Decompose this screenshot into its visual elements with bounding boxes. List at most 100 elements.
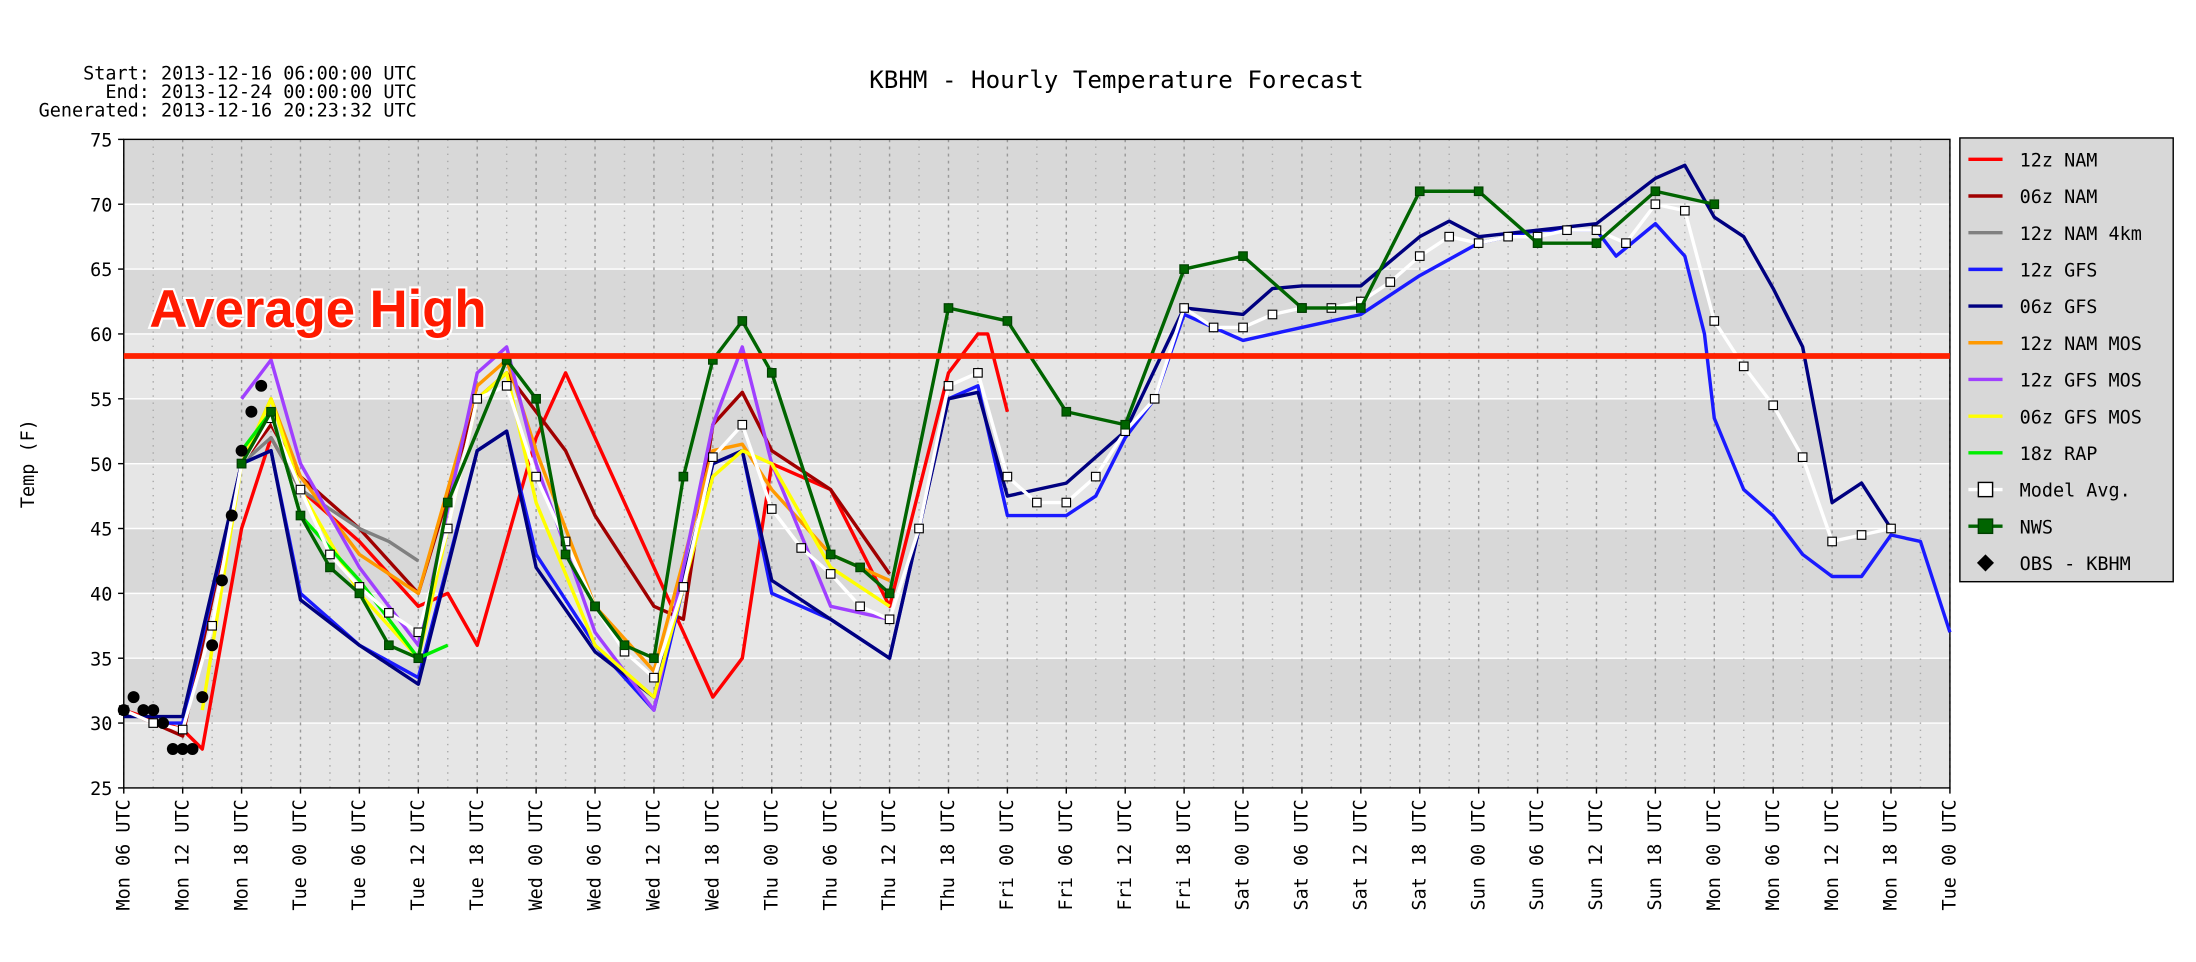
- point: [825, 569, 836, 579]
- point: [619, 640, 630, 651]
- series: [123, 163, 1893, 719]
- point: [148, 718, 159, 728]
- y-tick-label: 50: [90, 455, 112, 476]
- series: [240, 345, 890, 712]
- point: [1356, 303, 1366, 313]
- y-tick-label: 60: [90, 325, 112, 346]
- point: [1797, 452, 1808, 462]
- series-line: [123, 371, 891, 738]
- x-tick-label: Thu 18 UTC: [938, 799, 959, 910]
- point: [1267, 309, 1278, 320]
- x-tick-label: Tue 00 UTC: [290, 799, 311, 910]
- legend: 12z NAM 06z NAM 12z NAM 4km 12z GFS 06z GFS 1…: [1959, 137, 2174, 583]
- x-tick-label: Tue 00 UTC: [1940, 799, 1961, 910]
- end-text: End: 2013-12-24 00:00:00 UTC: [105, 82, 416, 103]
- legend-label: 12z NAM: [2020, 150, 2098, 171]
- x-tick-label: Sat 12 UTC: [1351, 799, 1372, 910]
- point: [943, 303, 954, 313]
- point: [206, 639, 219, 652]
- point: [1709, 316, 1720, 326]
- point: [1238, 322, 1248, 333]
- x-tick-label: Tue 12 UTC: [408, 799, 429, 910]
- point: [354, 588, 365, 599]
- point: [1149, 393, 1160, 404]
- point: [1503, 231, 1513, 242]
- legend-label: OBS - KBHM: [2020, 554, 2131, 575]
- series-line: [123, 332, 1010, 751]
- y-tick-label: 45: [90, 520, 112, 541]
- y-tick-label: 35: [90, 649, 112, 670]
- plot-frame: [123, 138, 1951, 789]
- point: [1562, 225, 1572, 236]
- point: [196, 691, 209, 704]
- x-tick-label: Mon 00 UTC: [1704, 799, 1725, 910]
- point: [1591, 225, 1602, 236]
- point: [1090, 471, 1101, 482]
- series: [123, 371, 891, 738]
- point: [973, 368, 983, 378]
- series: [240, 358, 891, 673]
- point: [235, 444, 248, 457]
- x-tick-label: Tue 18 UTC: [467, 799, 488, 910]
- point: [207, 620, 217, 631]
- series-line: [200, 371, 891, 711]
- y-tick-label: 40: [90, 584, 112, 605]
- point: [796, 543, 807, 553]
- point: [1179, 303, 1189, 313]
- legend-label: 06z GFS MOS: [2020, 407, 2142, 428]
- point: [855, 562, 865, 573]
- point: [914, 523, 924, 534]
- point: [943, 380, 954, 391]
- point: [1414, 186, 1425, 197]
- point: [1532, 238, 1543, 248]
- point: [737, 419, 748, 430]
- point: [884, 614, 895, 625]
- legend-label: NWS: [2020, 517, 2053, 538]
- point: [1650, 186, 1661, 197]
- x-tick-label: Fri 18 UTC: [1174, 799, 1195, 910]
- point: [166, 743, 179, 755]
- point: [472, 393, 483, 404]
- point: [1414, 251, 1425, 261]
- point: [245, 405, 258, 418]
- legend-label: 12z NAM 4km: [2020, 224, 2142, 245]
- point: [325, 549, 335, 560]
- point: [737, 316, 748, 326]
- x-tick-label: Mon 18 UTC: [1881, 799, 1902, 910]
- x-tick-label: Thu 00 UTC: [761, 799, 782, 910]
- point: [325, 562, 335, 573]
- point: [766, 504, 777, 514]
- point: [255, 379, 268, 392]
- point: [1061, 406, 1072, 417]
- x-tick-label: Wed 00 UTC: [526, 799, 547, 910]
- x-tick-label: Wed 18 UTC: [703, 799, 724, 910]
- x-tick-label: Fri 00 UTC: [997, 799, 1018, 910]
- point: [295, 510, 306, 521]
- y-tick-label: 25: [90, 779, 112, 800]
- point: [855, 601, 865, 612]
- point: [1297, 303, 1307, 313]
- x-tick-label: Sat 18 UTC: [1409, 799, 1430, 910]
- chart-title: KBHM - Hourly Temperature Forecast: [869, 66, 1363, 94]
- grid-band: [123, 658, 1950, 724]
- series-line: [240, 345, 890, 712]
- point: [1886, 523, 1896, 534]
- point: [384, 640, 394, 651]
- annotation-text: Average High: [149, 280, 486, 339]
- point: [157, 717, 170, 730]
- point: [1032, 497, 1042, 508]
- point: [1856, 530, 1867, 540]
- series: [200, 371, 891, 711]
- point: [1650, 199, 1661, 210]
- x-tick-label: Fri 12 UTC: [1115, 799, 1136, 910]
- x-tick-label: Sun 00 UTC: [1468, 799, 1489, 910]
- point: [501, 380, 512, 391]
- series-line: [123, 163, 1893, 719]
- legend-label: 12z NAM MOS: [2020, 334, 2142, 355]
- x-tick-label: Sun 06 UTC: [1527, 799, 1548, 910]
- legend-label: 06z GFS: [2020, 297, 2098, 318]
- x-tick-label: Thu 06 UTC: [820, 799, 841, 910]
- x-tick-label: Thu 12 UTC: [879, 799, 900, 910]
